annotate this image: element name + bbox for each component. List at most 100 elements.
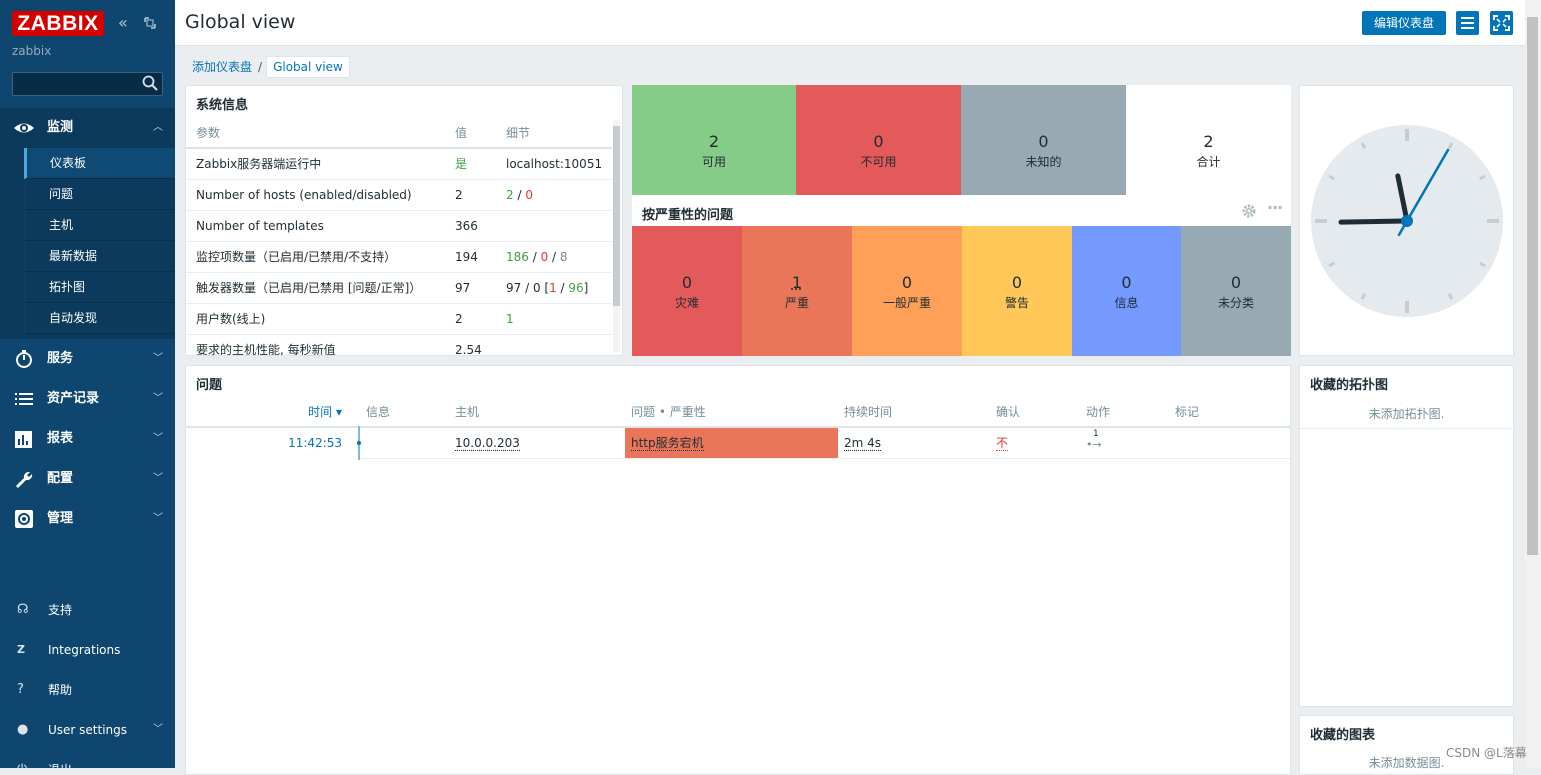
menu-sign-out[interactable]: ⏻ 退出 xyxy=(0,750,175,768)
breadcrumb-current[interactable]: Global view xyxy=(266,56,350,78)
page-scrollbar-thumb[interactable] xyxy=(1527,17,1538,555)
menu-support[interactable]: ☊ 支持 xyxy=(0,590,175,630)
action-count: 1 xyxy=(1093,429,1099,440)
host-cell[interactable]: 10.0.0.203 xyxy=(449,427,625,459)
problem-cell[interactable]: http服务宕机 xyxy=(625,427,838,459)
dashboard-actions-button[interactable] xyxy=(1456,11,1479,35)
actions-cell[interactable]: 1 •→ xyxy=(1080,427,1169,459)
clock-tick xyxy=(1447,292,1454,300)
ack-link[interactable]: 不 xyxy=(996,436,1009,452)
arrow-right-icon: •→ xyxy=(1086,438,1102,452)
table-row: 监控项数量（已启用/已禁用/不支持） 194 186 / 0 / 8 xyxy=(186,241,612,273)
edit-dashboard-button[interactable]: 编辑仪表盘 xyxy=(1362,11,1446,35)
table-row: 11:42:53 10.0.0.203 http服务宕机 2m 4s 不 1 •… xyxy=(186,426,1290,460)
search-icon[interactable] xyxy=(142,75,158,91)
menu-user-settings[interactable]: ● User settings ﹀ xyxy=(0,710,175,750)
availability-unknown[interactable]: 0 未知的 xyxy=(961,85,1126,195)
tile-count: 2 xyxy=(1203,132,1214,151)
submenu-hosts[interactable]: 主机 xyxy=(24,210,175,241)
widget-title: 收藏的拓扑图 xyxy=(1310,378,1389,393)
tile-count[interactable]: 1 xyxy=(791,273,803,292)
system-info-table: 参数 值 细节 Zabbix服务器端运行中 是 localhost:10051 … xyxy=(186,117,612,355)
tile-label: 合计 xyxy=(1196,155,1221,169)
tile-label: 未分类 xyxy=(1217,296,1254,310)
gear-icon[interactable] xyxy=(1241,203,1257,219)
chevron-down-icon: ﹀ xyxy=(153,724,163,735)
problem-link[interactable]: http服务宕机 xyxy=(631,436,704,452)
zabbix-logo[interactable]: ZABBIX xyxy=(12,11,104,36)
host-availability-widget: 2 可用 0 不可用 0 未知的 2 合计 xyxy=(632,85,1291,195)
clock-tick xyxy=(1360,292,1367,300)
menu-label: 报表 xyxy=(47,431,74,446)
menu-label: 服务 xyxy=(47,351,74,366)
value-cell: 2 xyxy=(445,179,496,211)
clock-tick xyxy=(1328,174,1336,181)
availability-unavailable[interactable]: 0 不可用 xyxy=(796,85,961,195)
tile-label: 不可用 xyxy=(860,155,897,169)
fullscreen-button[interactable] xyxy=(1490,11,1513,35)
menu-label: 支持 xyxy=(48,603,73,617)
menu-administration[interactable]: 管理 ﹀ xyxy=(0,499,175,539)
ack-cell[interactable]: 不 xyxy=(990,427,1080,459)
widget-scrollbar[interactable] xyxy=(613,120,620,352)
info-cell xyxy=(360,427,449,459)
search-input[interactable] xyxy=(12,72,163,96)
enabled-count: 186 xyxy=(506,249,529,264)
duration-cell[interactable]: 2m 4s xyxy=(838,427,990,459)
submenu-latest-data[interactable]: 最新数据 xyxy=(24,241,175,272)
param-cell: Number of hosts (enabled/disabled) xyxy=(186,179,445,211)
eye-icon xyxy=(14,123,34,133)
collapse-sidebar-icon[interactable]: « xyxy=(118,13,128,32)
duration-link[interactable]: 2m 4s xyxy=(844,435,882,451)
menu-reports[interactable]: 报表 ﹀ xyxy=(0,419,175,459)
tile-label: 未知的 xyxy=(1025,155,1062,169)
submenu-problems[interactable]: 问题 xyxy=(24,179,175,210)
column-header: 标记 xyxy=(1169,397,1290,428)
column-header-time[interactable]: 时间 ▾ xyxy=(186,397,360,428)
severity-disaster[interactable]: 0 灾难 xyxy=(632,226,742,356)
action-icon[interactable]: 1 •→ xyxy=(1086,429,1106,452)
kiosk-mode-icon[interactable] xyxy=(144,16,156,34)
main-menu: 监测 ︿ 仪表板 问题 主机 最新数据 拓扑图 自动发现 服务 ﹀ 资产记录 ﹀… xyxy=(0,108,175,539)
widget-title: 按严重性的问题 xyxy=(642,208,734,223)
tile-count: 0 xyxy=(1011,273,1023,292)
scrollbar-thumb[interactable] xyxy=(613,126,620,306)
submenu-dashboard[interactable]: 仪表板 xyxy=(24,148,175,179)
menu-help[interactable]: ? 帮助 xyxy=(0,670,175,710)
menu-services[interactable]: 服务 ﹀ xyxy=(0,339,175,379)
menu-monitoring[interactable]: 监测 ︿ xyxy=(0,108,175,148)
severity-not-classified[interactable]: 0 未分类 xyxy=(1181,226,1291,356)
severity-average[interactable]: 0 一般严重 xyxy=(852,226,962,356)
submenu-discovery[interactable]: 自动发现 xyxy=(24,303,175,334)
severity-information[interactable]: 0 信息 xyxy=(1072,226,1181,356)
menu-integrations[interactable]: Z Integrations xyxy=(0,630,175,670)
submenu-maps[interactable]: 拓扑图 xyxy=(24,272,175,303)
severity-high[interactable]: 1 严重 xyxy=(742,226,852,356)
column-header: 持续时间 xyxy=(838,397,990,428)
host-link[interactable]: 10.0.0.203 xyxy=(455,435,520,451)
menu-inventory[interactable]: 资产记录 ﹀ xyxy=(0,379,175,419)
tile-label: 信息 xyxy=(1114,296,1139,310)
tile-label: 一般严重 xyxy=(882,296,931,310)
sidebar: ZABBIX « zabbix 监测 ︿ 仪表板 问题 主机 最新数据 拓扑图 … xyxy=(0,0,175,768)
availability-available[interactable]: 2 可用 xyxy=(632,85,796,195)
availability-total[interactable]: 2 合计 xyxy=(1126,85,1291,195)
param-cell: Number of templates xyxy=(186,210,445,242)
clock-icon xyxy=(16,350,32,368)
server-name: zabbix xyxy=(12,44,52,58)
zabbix-z-icon: Z xyxy=(17,643,25,656)
menu-configuration[interactable]: 配置 ﹀ xyxy=(0,459,175,499)
more-options-icon[interactable]: ··· xyxy=(1267,198,1283,217)
clock-ticks xyxy=(1315,129,1499,313)
column-header: 主机 xyxy=(449,397,625,428)
severity-warning[interactable]: 0 警告 xyxy=(962,226,1072,356)
tile-count: 0 xyxy=(1121,273,1132,292)
breadcrumb-parent[interactable]: 添加仪表盘 xyxy=(192,60,253,74)
value-cell: 366 xyxy=(445,210,496,242)
problem-time[interactable]: 11:42:53 xyxy=(288,436,342,450)
tile-label: 严重 xyxy=(784,296,809,310)
widget-title: 系统信息 xyxy=(196,98,249,113)
time-cell[interactable]: 11:42:53 xyxy=(186,426,361,460)
page-scrollbar[interactable] xyxy=(1525,0,1541,768)
tile-count: 2 xyxy=(708,132,720,151)
